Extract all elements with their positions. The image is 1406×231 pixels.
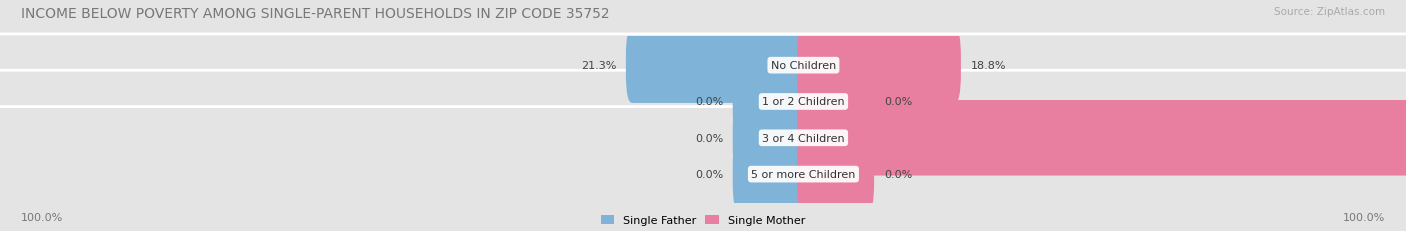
FancyBboxPatch shape <box>0 107 1406 231</box>
FancyBboxPatch shape <box>0 0 1406 133</box>
FancyBboxPatch shape <box>797 64 875 140</box>
FancyBboxPatch shape <box>733 64 810 140</box>
FancyBboxPatch shape <box>733 100 810 176</box>
FancyBboxPatch shape <box>626 28 810 103</box>
Text: 0.0%: 0.0% <box>884 97 912 107</box>
Legend: Single Father, Single Mother: Single Father, Single Mother <box>600 215 806 225</box>
Text: 100.0%: 100.0% <box>21 212 63 222</box>
Text: 5 or more Children: 5 or more Children <box>751 169 856 179</box>
FancyBboxPatch shape <box>733 137 810 212</box>
Text: 18.8%: 18.8% <box>970 61 1007 71</box>
Text: 1 or 2 Children: 1 or 2 Children <box>762 97 845 107</box>
FancyBboxPatch shape <box>797 137 875 212</box>
FancyBboxPatch shape <box>797 100 1406 176</box>
Text: 100.0%: 100.0% <box>1343 212 1385 222</box>
FancyBboxPatch shape <box>797 28 960 103</box>
FancyBboxPatch shape <box>0 35 1406 169</box>
Text: No Children: No Children <box>770 61 837 71</box>
Text: 0.0%: 0.0% <box>695 133 723 143</box>
Text: 3 or 4 Children: 3 or 4 Children <box>762 133 845 143</box>
FancyBboxPatch shape <box>0 71 1406 205</box>
Text: 0.0%: 0.0% <box>695 169 723 179</box>
Text: 0.0%: 0.0% <box>884 169 912 179</box>
Text: 21.3%: 21.3% <box>581 61 616 71</box>
Text: INCOME BELOW POVERTY AMONG SINGLE-PARENT HOUSEHOLDS IN ZIP CODE 35752: INCOME BELOW POVERTY AMONG SINGLE-PARENT… <box>21 7 610 21</box>
Text: Source: ZipAtlas.com: Source: ZipAtlas.com <box>1274 7 1385 17</box>
Text: 0.0%: 0.0% <box>695 97 723 107</box>
